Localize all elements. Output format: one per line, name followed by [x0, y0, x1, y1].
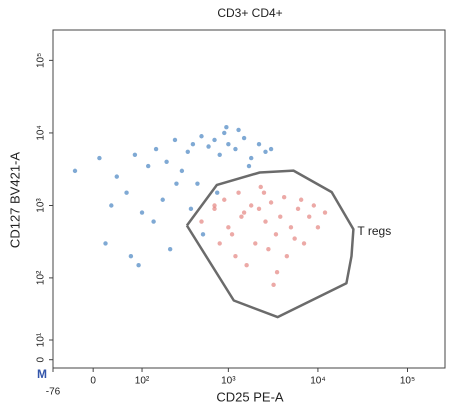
data-point: [132, 152, 138, 157]
x-tick-label: -76: [46, 387, 61, 398]
data-point: [256, 141, 262, 147]
data-point: [241, 210, 247, 215]
data-point: [226, 225, 231, 230]
gate-label: T regs: [357, 224, 391, 238]
x-tick-label: 0: [90, 376, 96, 387]
data-point: [206, 144, 211, 149]
data-point: [128, 253, 134, 259]
data-point: [72, 168, 78, 174]
y-tick-label: 10⁵: [36, 53, 47, 68]
data-point: [139, 210, 145, 215]
data-point: [284, 253, 290, 259]
data-point: [244, 263, 249, 268]
data-point: [229, 232, 235, 237]
data-point: [164, 159, 169, 165]
x-tick-label: 10²: [135, 376, 150, 387]
data-point: [288, 225, 294, 230]
data-point: [273, 232, 279, 237]
data-point: [298, 197, 304, 202]
data-point: [278, 214, 283, 219]
data-point: [199, 219, 204, 224]
data-point: [136, 263, 141, 268]
x-axis-label: CD25 PE-A: [216, 389, 284, 404]
data-point: [114, 174, 119, 179]
x-tick-label: 10⁴: [310, 376, 325, 387]
data-point: [109, 203, 114, 208]
y-tick-label: 10¹: [36, 332, 47, 347]
data-point: [256, 206, 262, 212]
data-point: [258, 184, 263, 190]
data-point: [295, 206, 301, 212]
plot-frame: [52, 29, 446, 369]
data-point: [200, 232, 206, 237]
data-point: [172, 137, 178, 143]
data-point: [274, 269, 280, 275]
data-point: [241, 135, 247, 141]
data-point: [103, 241, 108, 246]
y-tick-label: 10²: [36, 270, 47, 285]
y-axis-label: CD127 BV421-A: [7, 152, 22, 248]
data-point: [315, 225, 321, 230]
data-point: [233, 253, 238, 259]
data-point: [212, 203, 217, 208]
data-point: [307, 214, 312, 219]
chart-title: CD3+ CD4+: [217, 6, 282, 20]
data-point: [188, 206, 194, 212]
y-tick-label: 10³: [36, 198, 47, 213]
data-point: [179, 168, 185, 174]
data-point: [263, 149, 268, 154]
data-point: [160, 197, 165, 202]
data-point: [167, 246, 173, 252]
data-point: [266, 246, 271, 252]
data-point: [195, 181, 200, 186]
data-point: [322, 210, 328, 215]
data-point: [226, 141, 231, 147]
x-tick-label: 10³: [221, 376, 236, 387]
y-tick-label: 10⁴: [36, 125, 47, 140]
corner-label: M: [37, 367, 47, 381]
data-point: [263, 219, 268, 224]
data-point: [233, 146, 238, 152]
data-point: [199, 134, 204, 139]
x-tick-label: 10⁵: [400, 376, 415, 387]
data-point: [97, 155, 102, 161]
data-point: [151, 219, 156, 224]
data-point: [268, 200, 274, 205]
data-point: [249, 203, 254, 208]
data-point: [222, 197, 227, 202]
data-point: [217, 152, 222, 157]
data-point: [236, 190, 241, 195]
data-point: [185, 149, 190, 154]
data-point: [145, 163, 151, 169]
data-point: [174, 181, 179, 186]
data-point: [249, 155, 254, 161]
data-point: [236, 127, 241, 133]
data-point: [246, 163, 252, 169]
data-point: [239, 214, 244, 219]
data-point: [212, 206, 217, 212]
data-point: [261, 190, 267, 195]
data-point: [292, 236, 297, 241]
data-point: [281, 195, 287, 200]
data-point: [271, 282, 276, 288]
data-point: [153, 146, 159, 152]
data-point: [212, 137, 217, 143]
data-point: [301, 241, 307, 246]
data-point: [311, 203, 317, 208]
gate: [185, 169, 355, 319]
data-point: [124, 190, 129, 195]
data-point: [217, 241, 222, 246]
data-point: [253, 241, 258, 246]
data-point: [190, 141, 196, 147]
data-point: [268, 146, 274, 152]
data-point: [214, 190, 220, 195]
data-point: [222, 130, 227, 136]
data-point: [224, 124, 229, 130]
y-tick-label: 0: [36, 356, 47, 362]
